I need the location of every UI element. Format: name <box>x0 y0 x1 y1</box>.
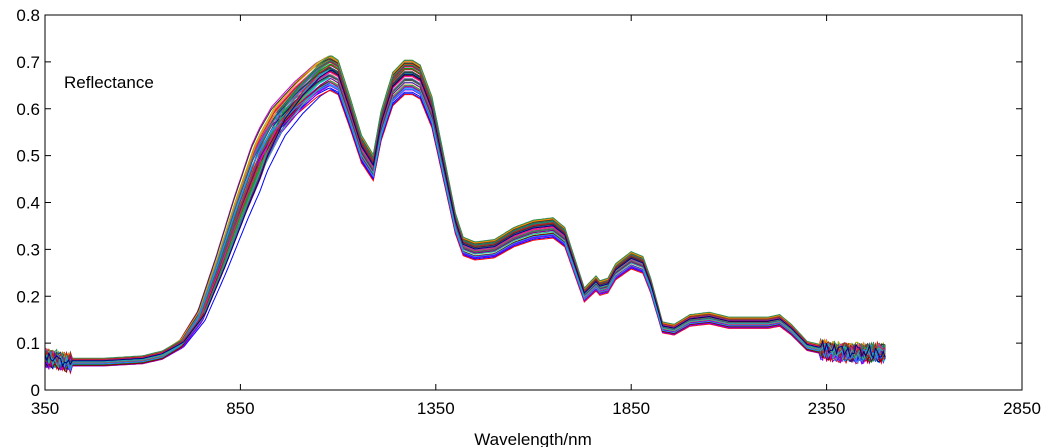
y-tick-label: 0.5 <box>16 147 40 166</box>
y-tick-label: 0.1 <box>16 334 40 353</box>
y-tick-label: 0.7 <box>16 53 40 72</box>
y-tick-label: 0.6 <box>16 100 40 119</box>
spectrum-line <box>44 59 886 367</box>
spectrum-line <box>44 78 886 367</box>
y-tick-label: 0.2 <box>16 287 40 306</box>
y-tick-label: 0.8 <box>16 6 40 25</box>
spectrum-line <box>44 56 886 361</box>
spectrum-line <box>44 71 886 366</box>
y-tick-label: 0.4 <box>16 194 40 213</box>
axis-ticks: 350 850 1350 1850 2350 2850 0 0.1 0.2 0.3 0.4 0.5 0.… <box>16 6 1041 418</box>
x-tick-label: 2350 <box>808 399 846 418</box>
y-tick-label: 0.3 <box>16 240 40 259</box>
x-axis-label: Wavelength/nm <box>474 430 591 447</box>
x-tick-label: 1350 <box>417 399 455 418</box>
spectrum-line <box>44 80 886 373</box>
spectrum-line <box>44 56 886 364</box>
spectrum-line <box>44 69 886 368</box>
reflectance-annotation: Reflectance <box>64 73 154 92</box>
x-tick-label: 1850 <box>612 399 650 418</box>
x-tick-label: 350 <box>31 399 59 418</box>
spectrum-line <box>44 65 886 365</box>
x-tick-label: 2850 <box>1003 399 1041 418</box>
x-tick-label: 850 <box>226 399 254 418</box>
spectrum-line <box>44 84 886 371</box>
y-tick-label: 0 <box>31 381 40 400</box>
spectrum-line <box>44 89 886 375</box>
spectra-lines-group <box>44 55 886 375</box>
